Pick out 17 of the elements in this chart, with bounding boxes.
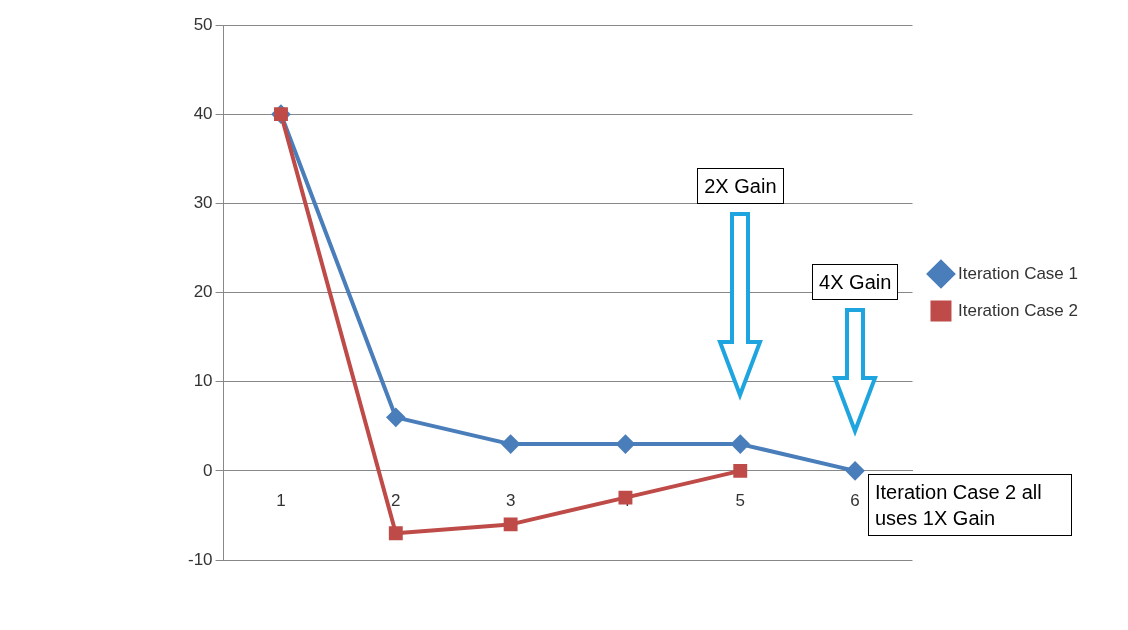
y-tick-label: 40 xyxy=(193,103,213,123)
x-tick-label: 3 xyxy=(505,490,516,510)
legend-label: Iteration Case 1 xyxy=(957,263,1078,283)
x-tick-label: 1 xyxy=(276,490,286,510)
y-tick-label: 10 xyxy=(193,371,213,391)
y-tick-label: -10 xyxy=(187,549,213,569)
annotation: 2X Gain xyxy=(697,168,784,204)
y-tick-label: 50 xyxy=(193,14,213,34)
annotation: 4X Gain xyxy=(812,264,899,300)
y-tick-label: 0 xyxy=(203,460,213,480)
x-tick-label: 2 xyxy=(391,490,401,510)
x-tick-label: 6 xyxy=(850,490,860,510)
x-tick-label: 5 xyxy=(735,490,745,510)
y-tick-label: 20 xyxy=(193,282,213,302)
legend-label: Iteration Case 2 xyxy=(957,300,1078,320)
y-tick-label: 30 xyxy=(193,193,213,213)
annotation: Iteration Case 2 all uses 1X Gain xyxy=(868,474,1072,536)
